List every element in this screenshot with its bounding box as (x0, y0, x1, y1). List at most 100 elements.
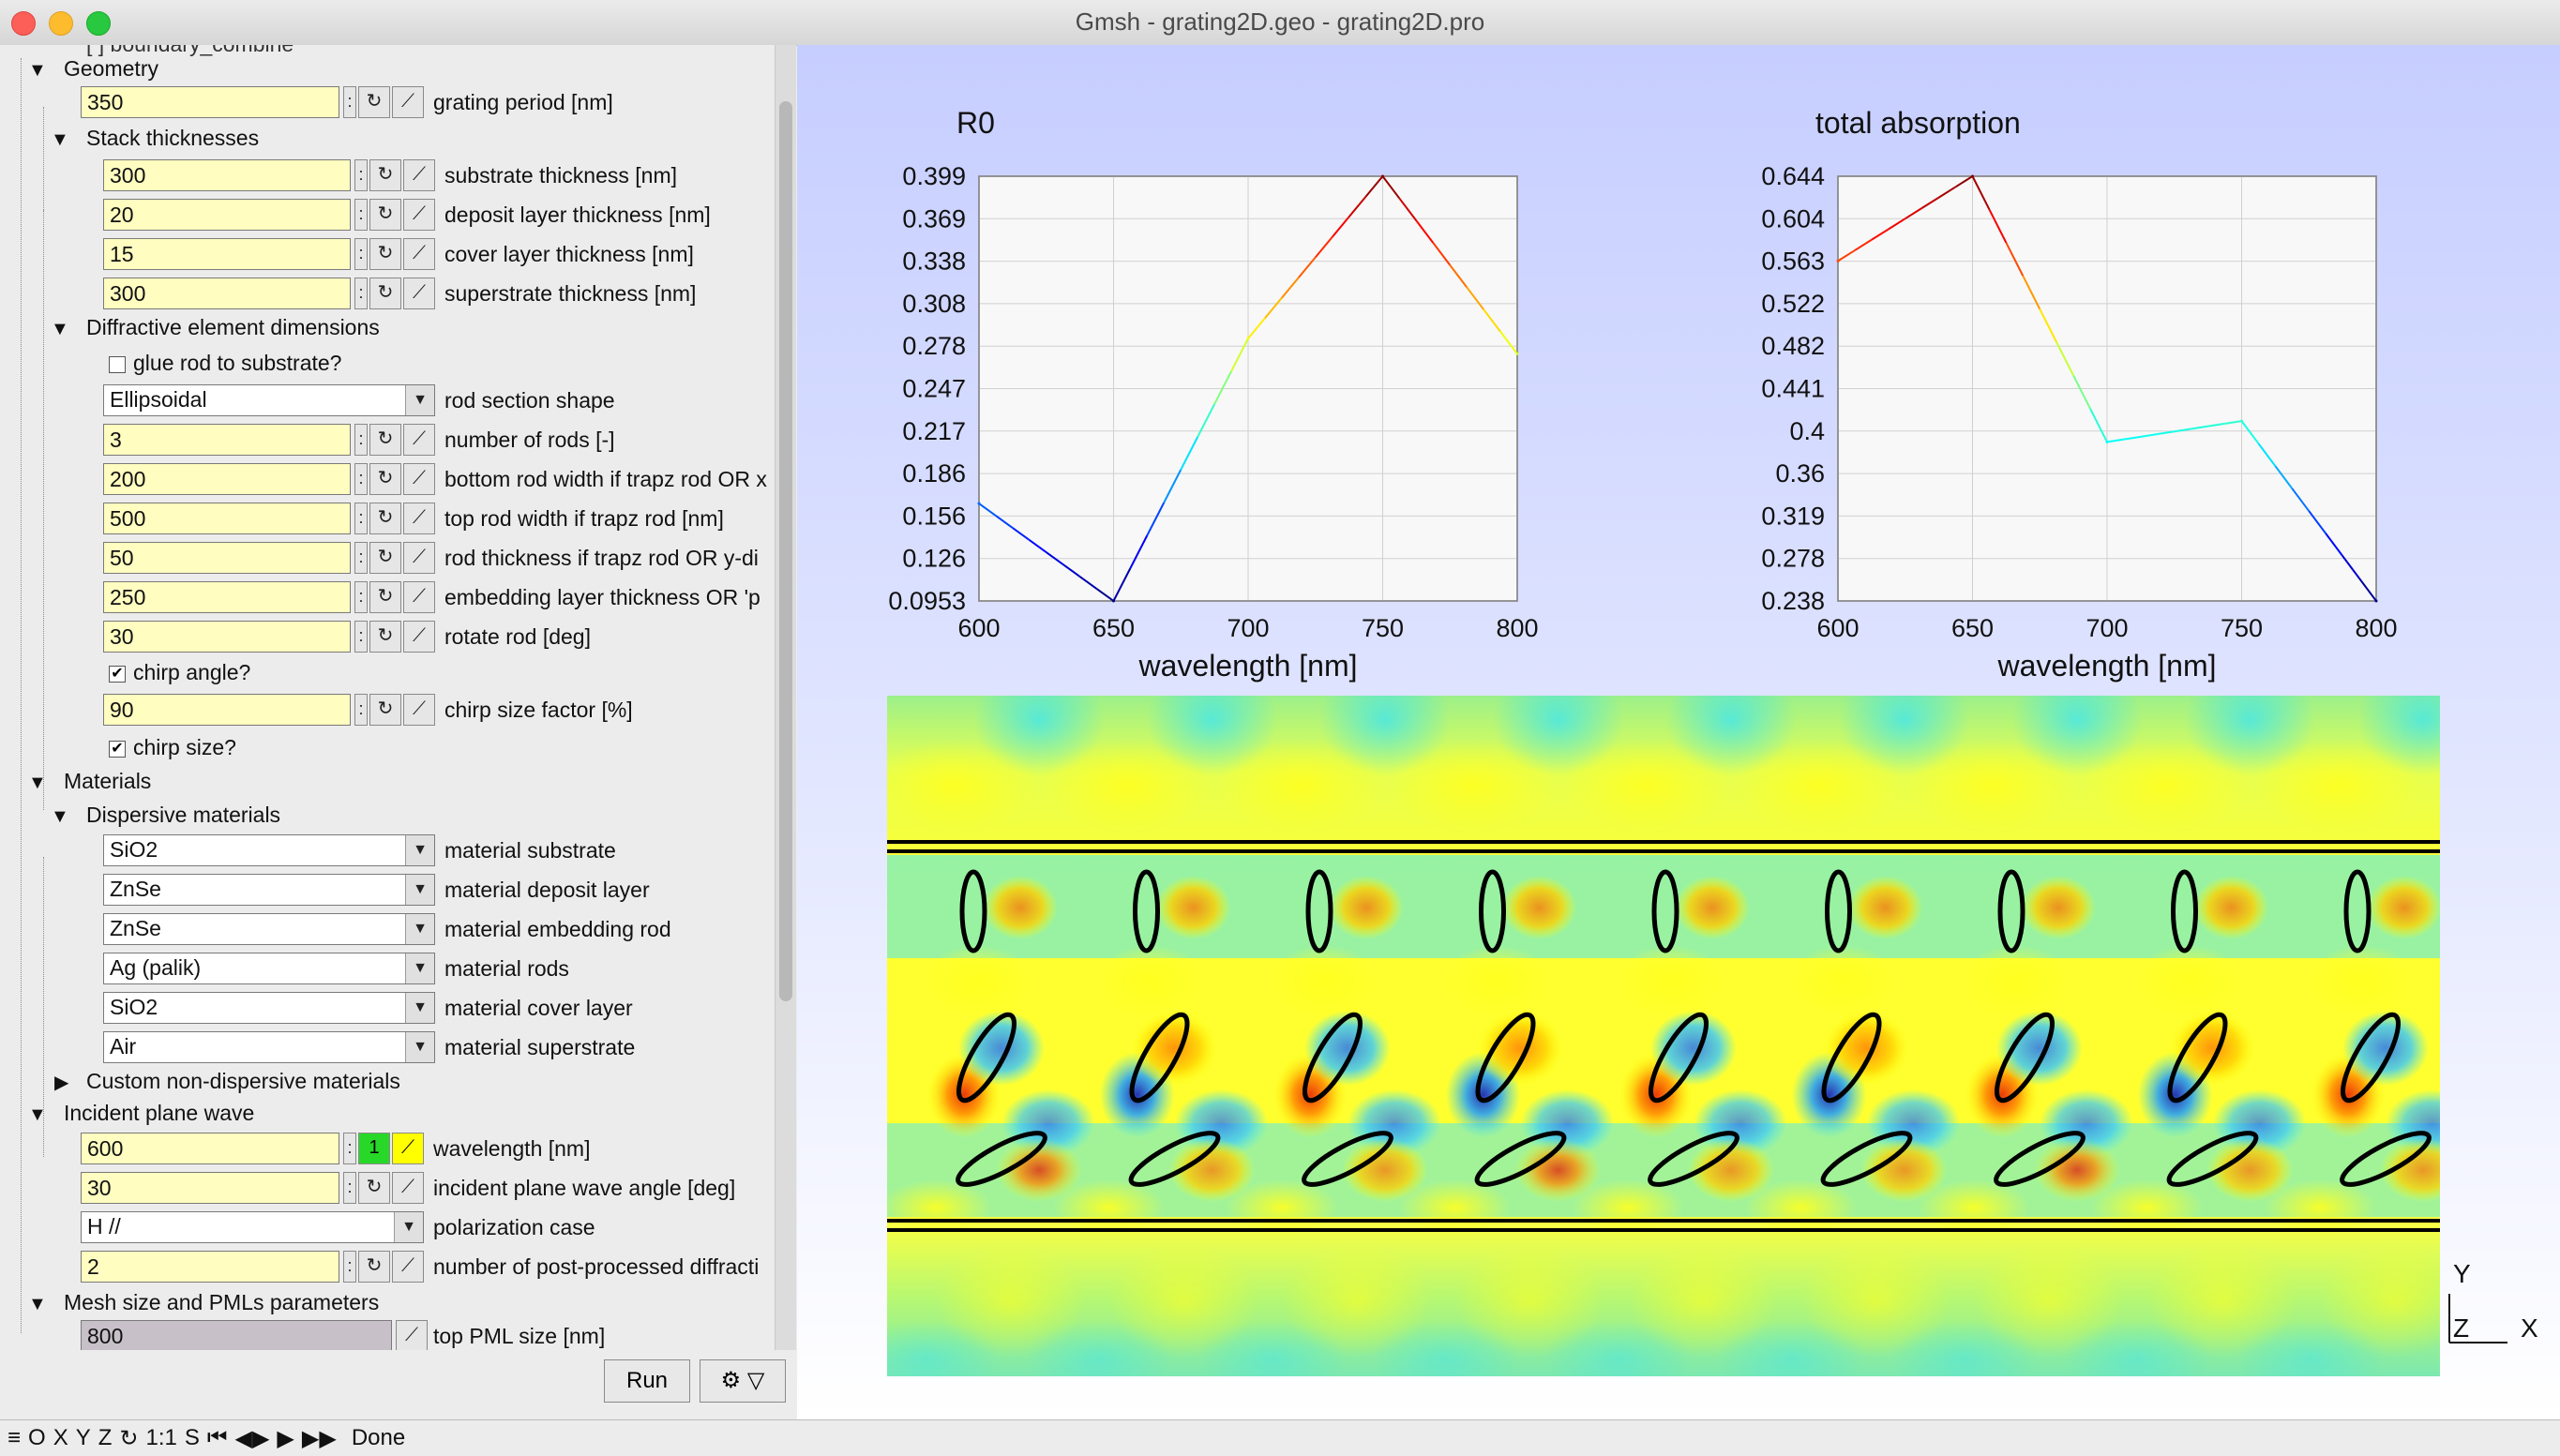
chirp-size-checkbox[interactable]: ✔ (109, 741, 126, 758)
rotate-rod-input[interactable] (103, 621, 351, 653)
field-map[interactable] (851, 664, 2489, 1395)
graph-icon[interactable]: ⟋ (403, 581, 435, 613)
superstrate-thickness-input[interactable] (103, 278, 351, 309)
collapse-icon[interactable]: ▼ (28, 60, 47, 81)
maximize-window-button[interactable] (86, 11, 111, 36)
run-button[interactable]: Run (604, 1359, 690, 1403)
graph-icon[interactable]: ⟋ (403, 199, 435, 231)
tree-item-partial[interactable]: [ ] boundary_combine (86, 45, 294, 57)
graph-icon[interactable]: ⟋ (392, 1172, 424, 1204)
menu-button[interactable]: : (354, 621, 368, 653)
graph-icon[interactable]: ⟋ (392, 1251, 424, 1283)
menu-button[interactable]: : (354, 199, 368, 231)
loop-icon[interactable]: ↻ (369, 463, 401, 495)
polarization-select[interactable]: H // ▼ (81, 1211, 424, 1243)
loop-icon[interactable]: ↻ (369, 199, 401, 231)
loop-icon[interactable]: ↻ (369, 424, 401, 456)
status-tool-5[interactable]: ↻ (119, 1425, 139, 1451)
loop-icon[interactable]: ↻ (369, 581, 401, 613)
collapse-icon[interactable]: ▼ (51, 319, 69, 339)
glue-rod-checkbox[interactable] (109, 356, 126, 373)
tree-item-materials[interactable]: Materials (64, 769, 152, 793)
status-tool-3[interactable]: Y (75, 1425, 91, 1450)
tree-item-custom-materials[interactable]: Custom non-dispersive materials (86, 1069, 400, 1093)
loop-icon[interactable]: ↻ (369, 238, 401, 270)
menu-button[interactable]: : (354, 503, 368, 534)
loop-icon[interactable]: ↻ (358, 86, 390, 118)
tree-item-mesh[interactable]: Mesh size and PMLs parameters (64, 1290, 380, 1314)
loop-icon[interactable]: ↻ (369, 278, 401, 309)
graph-icon[interactable]: ⟋ (403, 503, 435, 534)
graph-icon[interactable]: ⟋ (403, 463, 435, 495)
status-tool-7[interactable]: S (184, 1425, 200, 1450)
chart-total-absorption[interactable]: 0.644 0.604 0.563 0.522 0.482 0.441 0.4 0.36 0.3… (1761, 106, 2397, 683)
top-pml-input[interactable] (81, 1320, 392, 1350)
menu-button[interactable]: : (354, 463, 368, 495)
graph-icon[interactable]: ⟋ (392, 86, 424, 118)
menu-button[interactable]: : (354, 159, 368, 191)
top-rod-width-input[interactable] (103, 503, 351, 534)
graph-icon[interactable]: ⟋ (403, 542, 435, 574)
status-tool-1[interactable]: O (28, 1425, 46, 1450)
collapse-icon[interactable]: ▼ (28, 773, 47, 793)
chirp-angle-checkbox[interactable]: ✔ (109, 666, 126, 683)
substrate-thickness-input[interactable] (103, 159, 351, 191)
tree-item-geometry[interactable]: Geometry (64, 56, 158, 81)
loop-icon[interactable]: ↻ (358, 1172, 390, 1204)
graph-icon[interactable]: ⟋ (403, 694, 435, 726)
settings-button[interactable]: ⚙ ▽ (700, 1359, 786, 1403)
material-rods-select[interactable]: Ag (palik) ▼ (103, 953, 435, 984)
loop-icon[interactable]: ↻ (369, 542, 401, 574)
material-substrate-select[interactable]: SiO2 ▼ (103, 834, 435, 866)
menu-button[interactable]: : (343, 86, 356, 118)
chart-r0[interactable]: 0.399 0.369 0.338 0.308 0.278 0.247 0.217 0.186… (888, 106, 1538, 683)
graph-icon[interactable]: ⟋ (403, 424, 435, 456)
graph-icon[interactable]: ⟋ (403, 159, 435, 191)
collapse-icon[interactable]: ▼ (51, 806, 69, 827)
graph-icon[interactable]: ⟋ (403, 278, 435, 309)
tree-item-stack[interactable]: Stack thicknesses (86, 126, 260, 150)
scrollbar-thumb[interactable] (779, 101, 792, 1001)
tree-item-incident[interactable]: Incident plane wave (64, 1101, 255, 1125)
material-deposit-select[interactable]: ZnSe ▼ (103, 874, 435, 906)
rod-thickness-input[interactable] (103, 542, 351, 574)
tree-item-dispersive[interactable]: Dispersive materials (86, 803, 281, 827)
loop-icon[interactable]: ↻ (358, 1251, 390, 1283)
menu-button[interactable]: : (354, 542, 368, 574)
menu-button[interactable]: : (354, 278, 368, 309)
menu-button[interactable]: : (354, 581, 368, 613)
collapse-icon[interactable]: ▼ (51, 129, 69, 150)
menu-button[interactable]: : (354, 694, 368, 726)
menu-button[interactable]: : (343, 1172, 356, 1204)
menu-button[interactable]: : (354, 424, 368, 456)
expand-icon[interactable]: ▶ (54, 1073, 69, 1093)
close-window-button[interactable] (11, 11, 36, 36)
tree-item-diffractive[interactable]: Diffractive element dimensions (86, 315, 380, 339)
material-superstrate-select[interactable]: Air ▼ (103, 1031, 435, 1063)
loop-icon[interactable]: ↻ (369, 503, 401, 534)
status-tool-6[interactable]: 1:1 (145, 1425, 177, 1450)
post-processed-input[interactable] (81, 1251, 339, 1283)
rod-shape-select[interactable]: Ellipsoidal ▼ (103, 384, 435, 416)
material-embedding-select[interactable]: ZnSe ▼ (103, 913, 435, 945)
graphics-viewport[interactable]: 0.399 0.369 0.338 0.308 0.278 0.247 0.217 0.186… (797, 45, 2560, 1419)
grating-period-input[interactable] (81, 86, 339, 118)
menu-button[interactable]: : (343, 1251, 356, 1283)
menu-button[interactable]: : (343, 1133, 356, 1164)
loop-icon[interactable]: ↻ (369, 694, 401, 726)
status-tool-11[interactable]: ▶▶ (301, 1425, 337, 1451)
graphics-canvas[interactable]: 0.399 0.369 0.338 0.308 0.278 0.247 0.217 0.186… (797, 45, 2560, 1419)
graph-icon[interactable]: ⟋ (392, 1133, 424, 1164)
bottom-rod-width-input[interactable] (103, 463, 351, 495)
collapse-icon[interactable]: ▼ (28, 1104, 47, 1125)
status-tool-9[interactable]: ◀▶ (234, 1425, 270, 1451)
graph-icon[interactable]: ⟋ (403, 238, 435, 270)
graph-icon[interactable]: ⟋ (403, 621, 435, 653)
cover-thickness-input[interactable] (103, 238, 351, 270)
status-tool-8[interactable]: ⏮ (206, 1425, 228, 1450)
loop-counter-badge[interactable]: 1 (358, 1133, 390, 1164)
status-tool-10[interactable]: ▶ (277, 1425, 294, 1451)
status-tool-0[interactable]: ≡ (8, 1425, 22, 1450)
incident-angle-input[interactable] (81, 1172, 339, 1204)
wavelength-input[interactable] (81, 1133, 339, 1164)
